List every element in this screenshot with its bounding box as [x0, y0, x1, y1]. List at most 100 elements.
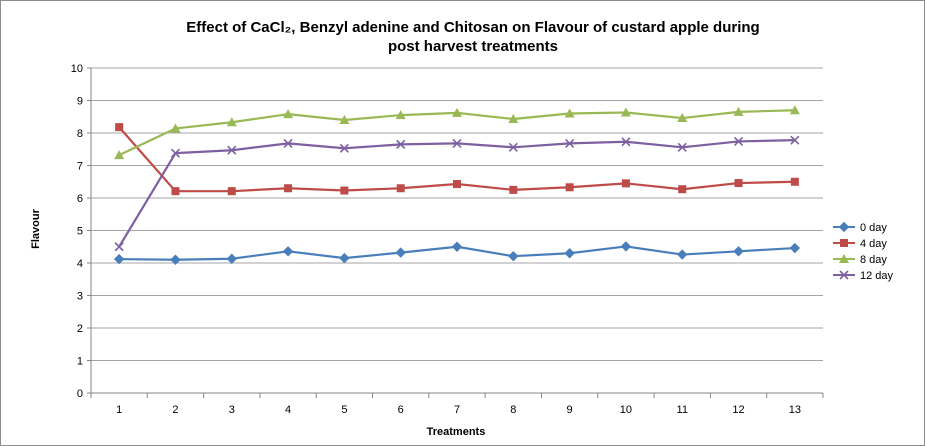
x-tick-label-6: 6 — [398, 404, 404, 416]
data-point-8-day-12 — [733, 106, 744, 116]
data-point-0-day-9 — [564, 248, 575, 259]
x-tick-label-9: 9 — [567, 404, 573, 416]
series-4-day — [115, 123, 799, 196]
data-point-8-day-5 — [339, 115, 350, 124]
data-point-12-day-2 — [170, 148, 181, 158]
data-point-8-day-2 — [170, 123, 181, 133]
data-point-8-day-7 — [452, 107, 462, 117]
y-tick-label-2: 2 — [77, 323, 83, 335]
data-point-8-day-6 — [395, 110, 406, 120]
x-tick-label-4: 4 — [285, 404, 291, 416]
series-8-day — [114, 105, 800, 160]
data-point-8-day-10 — [620, 107, 631, 117]
data-point-12-day-1 — [114, 242, 124, 252]
data-point-0-day-10 — [620, 241, 632, 252]
data-point-12-day-11 — [677, 142, 687, 152]
data-point-4-day-9 — [565, 183, 574, 192]
data-point-4-day-11 — [678, 185, 687, 194]
data-point-4-day-12 — [734, 179, 743, 188]
data-point-8-day-1 — [114, 150, 125, 160]
y-tick-labels: 0 1 2 3 4 5 6 7 8 9 10 — [71, 63, 83, 400]
data-point-12-day-10 — [621, 137, 631, 147]
x-tick-label-13: 13 — [789, 404, 801, 416]
axes — [87, 67, 824, 398]
data-point-0-day-12 — [733, 246, 744, 257]
data-point-0-day-7 — [451, 241, 463, 252]
data-point-4-day-2 — [171, 187, 180, 196]
data-point-0-day-5 — [339, 252, 350, 264]
x-tick-label-10: 10 — [620, 404, 632, 416]
data-point-0-day-1 — [113, 253, 125, 265]
y-tick-label-8: 8 — [77, 128, 83, 140]
legend-item-0-day: 0 day — [833, 221, 887, 234]
data-point-8-day-11 — [677, 113, 688, 123]
data-point-8-day-8 — [508, 114, 519, 124]
x-tick-label-2: 2 — [172, 404, 178, 416]
y-tick-label-3: 3 — [77, 291, 83, 303]
data-point-4-day-8 — [509, 185, 518, 194]
data-point-12-day-3 — [227, 145, 237, 155]
legend-marker-8-day — [839, 254, 849, 263]
x-tick-label-8: 8 — [510, 404, 516, 416]
chart-title-line-2: post harvest treatments — [388, 38, 558, 55]
legend-item-4-day: 4 day — [833, 238, 887, 250]
data-point-12-day-7 — [452, 138, 462, 148]
y-tick-label-1: 1 — [77, 356, 83, 368]
data-point-12-day-8 — [508, 142, 518, 152]
data-point-8-day-13 — [789, 105, 800, 115]
x-tick-label-3: 3 — [229, 404, 235, 416]
series-group — [113, 105, 801, 265]
y-tick-label-4: 4 — [77, 258, 83, 270]
legend-item-12-day: 12 day — [833, 270, 894, 282]
data-point-12-day-5 — [339, 143, 349, 153]
x-tick-label-11: 11 — [677, 404, 688, 416]
legend-label-0-day: 0 day — [860, 222, 887, 234]
x-tick-label-1: 1 — [116, 404, 122, 416]
data-point-4-day-6 — [396, 184, 405, 193]
series-12-day — [114, 135, 800, 252]
data-point-12-day-9 — [565, 138, 575, 148]
y-axis-label: Flavour — [30, 208, 42, 248]
y-tick-label-6: 6 — [77, 193, 83, 205]
series-0-day — [113, 241, 801, 265]
data-point-4-day-7 — [453, 180, 461, 189]
legend-marker-4-day — [840, 239, 848, 247]
x-tick-label-7: 7 — [454, 404, 460, 416]
x-tick-label-5: 5 — [341, 404, 347, 416]
y-tick-label-5: 5 — [77, 226, 83, 238]
legend: 0 day 4 day 8 day 12 day — [833, 221, 894, 282]
data-point-8-day-4 — [283, 109, 294, 119]
gridlines — [91, 67, 823, 361]
x-tick-labels: 1 2 3 4 5 6 7 8 9 10 11 12 13 — [116, 404, 801, 416]
y-tick-label-7: 7 — [77, 161, 83, 173]
data-point-0-day-2 — [170, 254, 181, 265]
legend-label-4-day: 4 day — [860, 238, 887, 250]
chart-title-line-1: Effect of CaCl₂, Benzyl adenine and Chit… — [186, 19, 759, 36]
legend-label-12-day: 12 day — [860, 270, 894, 282]
x-tick-label-12: 12 — [732, 404, 744, 416]
data-point-0-day-3 — [226, 253, 237, 264]
data-point-4-day-3 — [227, 187, 236, 196]
data-point-4-day-1 — [115, 123, 124, 132]
data-point-8-day-3 — [226, 117, 237, 127]
legend-item-8-day: 8 day — [833, 254, 887, 266]
data-point-4-day-13 — [790, 177, 799, 186]
legend-label-8-day: 8 day — [860, 254, 887, 266]
data-point-0-day-11 — [677, 249, 688, 260]
data-point-0-day-13 — [789, 242, 801, 254]
data-point-12-day-13 — [790, 135, 800, 145]
y-tick-label-0: 0 — [77, 388, 83, 400]
data-point-12-day-6 — [396, 139, 406, 149]
data-point-0-day-8 — [508, 250, 519, 262]
y-tick-label-9: 9 — [77, 96, 83, 108]
data-point-0-day-4 — [282, 246, 294, 257]
data-point-4-day-4 — [284, 184, 293, 193]
data-point-12-day-12 — [733, 136, 744, 147]
data-point-0-day-6 — [395, 247, 406, 258]
x-axis-label: Treatments — [427, 426, 486, 438]
data-point-4-day-10 — [621, 179, 630, 188]
data-point-8-day-9 — [564, 108, 575, 118]
legend-marker-0-day — [838, 221, 850, 233]
